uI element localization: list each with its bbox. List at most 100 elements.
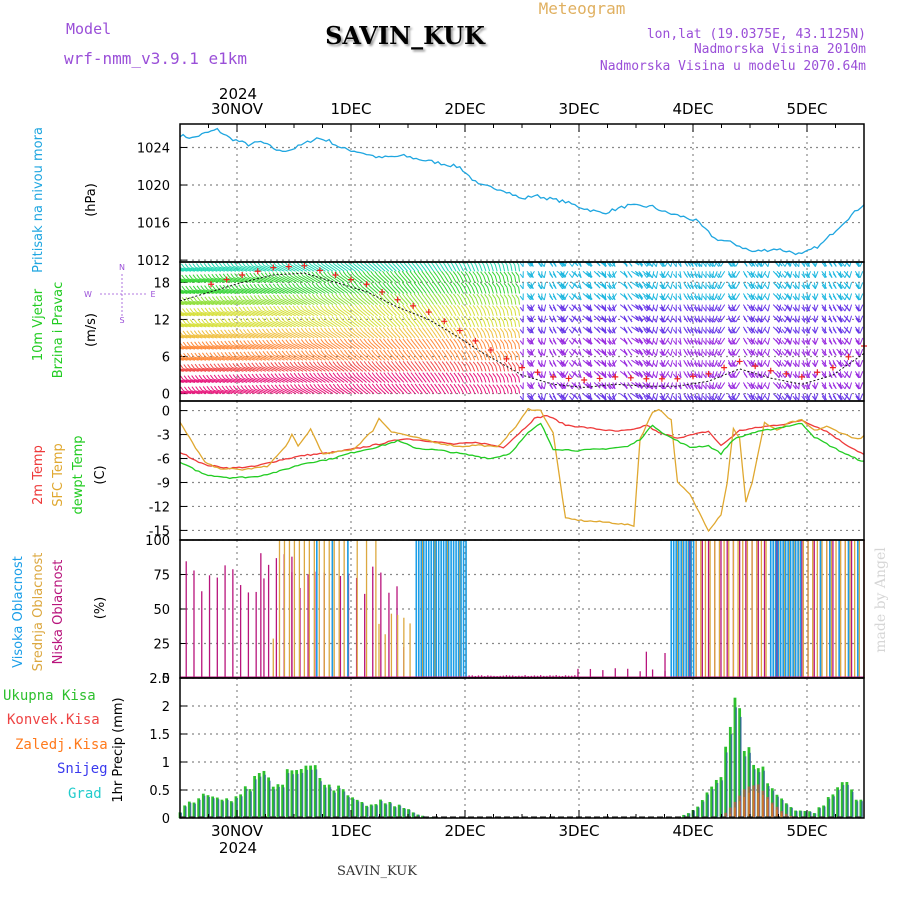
product-title: Meteogram bbox=[539, 0, 626, 18]
precip-freezing-bar bbox=[757, 793, 759, 818]
top-day-label-5: 5DEC bbox=[786, 100, 827, 118]
precip-snow-bar bbox=[367, 807, 369, 818]
precip-snow-bar bbox=[857, 801, 859, 818]
precip-ytick-label-4: 2 bbox=[162, 700, 170, 715]
credit-watermark: made by Angel bbox=[873, 547, 889, 653]
precip-snow-bar bbox=[255, 779, 257, 818]
precip-snow-bar bbox=[339, 788, 341, 818]
pressure-ytick-label-3: 1024 bbox=[137, 141, 170, 156]
precip-snow-bar bbox=[731, 734, 733, 818]
precip-snow-bar bbox=[344, 792, 346, 818]
direction-west: W bbox=[84, 290, 92, 299]
temp-unit: (C) bbox=[93, 465, 108, 484]
precip-snow-bar bbox=[838, 790, 840, 818]
precip-snow-bar bbox=[726, 752, 728, 818]
cloud-ytick-label-2: 50 bbox=[153, 603, 170, 618]
station-title: SAVIN_KUK bbox=[325, 21, 486, 50]
year-label-bottom: 2024 bbox=[219, 839, 257, 857]
temp-ylabel-dewpt: dewpt Temp bbox=[71, 435, 86, 514]
precip-snow-bar bbox=[707, 794, 709, 818]
precip-snow-bar bbox=[264, 775, 266, 818]
direction-north: N bbox=[119, 263, 125, 272]
precip-snow-bar bbox=[250, 791, 252, 818]
precip-ytick-label-5: 2.5 bbox=[149, 672, 170, 687]
precip-snow-bar bbox=[241, 796, 243, 818]
precip-snow-bar bbox=[204, 796, 206, 818]
precip-snow-bar bbox=[362, 803, 364, 818]
bottom-day-label-5: 5DEC bbox=[786, 822, 827, 840]
pressure-ytick-label-2: 1020 bbox=[137, 179, 170, 194]
precip-snow-bar bbox=[227, 800, 229, 818]
precip-freezing-bar bbox=[739, 801, 741, 818]
precip-snow-bar bbox=[852, 792, 854, 818]
precip-snow-bar bbox=[386, 804, 388, 818]
precip-legend-total: Ukupna Kisa bbox=[3, 688, 96, 704]
cloud-ylabel-high: Visoka Oblacnost bbox=[11, 556, 26, 668]
temp-ylabel-2m: 2m Temp bbox=[31, 445, 46, 505]
top-day-label-2: 2DEC bbox=[444, 100, 485, 118]
precip-snow-bar bbox=[311, 770, 313, 818]
pressure-ytick-label-0: 1012 bbox=[137, 254, 170, 269]
wind-ytick-label-3: 18 bbox=[153, 276, 170, 291]
temperature-ytick-label-0: 0 bbox=[162, 405, 170, 420]
precip-snow-bar bbox=[260, 777, 262, 818]
bottom-day-label-1: 1DEC bbox=[330, 822, 371, 840]
precip-snow-bar bbox=[833, 796, 835, 818]
wind-ylabel-1: 10m Vjetar bbox=[31, 288, 46, 361]
model-altitude-text: Nadmorska Visina u modelu 2070.64m bbox=[600, 59, 866, 74]
wind-ytick-label-0: 0 bbox=[162, 388, 170, 403]
precip-snow-bar bbox=[190, 803, 192, 818]
precip-freezing-bar bbox=[744, 797, 746, 818]
pressure-ylabel: Pritisak na nivou mora bbox=[31, 127, 46, 273]
precip-snow-bar bbox=[246, 789, 248, 818]
precip-ytick-label-3: 1.5 bbox=[149, 728, 170, 743]
top-day-label-1: 1DEC bbox=[330, 100, 371, 118]
precip-snow-bar bbox=[325, 787, 327, 818]
precip-snow-bar bbox=[274, 789, 276, 818]
precip-snow-bar bbox=[721, 780, 723, 818]
precip-snow-bar bbox=[316, 769, 318, 818]
precip-legend-freezing: Zaledj.Kisa bbox=[15, 737, 108, 753]
precip-ytick-label-1: 0.5 bbox=[149, 784, 170, 799]
precip-snow-bar bbox=[292, 774, 294, 818]
precip-snow-bar bbox=[232, 803, 234, 818]
altitude-text: Nadmorska Visina 2010m bbox=[694, 42, 866, 57]
precip-snow-bar bbox=[376, 805, 378, 818]
precip-snow-bar bbox=[297, 774, 299, 818]
precip-snow-bar bbox=[218, 799, 220, 818]
precip-snow-bar bbox=[348, 797, 350, 818]
bottom-day-label-0: 30NOV bbox=[211, 822, 264, 840]
wind-ytick-label-1: 6 bbox=[162, 351, 170, 366]
temperature-ytick-label-2: -6 bbox=[157, 453, 170, 468]
precip-snow-bar bbox=[194, 804, 196, 818]
precip-snow-bar bbox=[306, 770, 308, 818]
precip-snow-bar bbox=[278, 787, 280, 818]
precip-snow-bar bbox=[735, 707, 737, 818]
cloud-unit: (%) bbox=[93, 597, 108, 620]
precip-snow-bar bbox=[395, 807, 397, 818]
precip-snow-bar bbox=[717, 783, 719, 818]
precip-ytick-label-0: 0 bbox=[162, 812, 170, 827]
wind-ytick-label-2: 12 bbox=[153, 313, 170, 328]
footer-station: SAVIN_KUK bbox=[337, 864, 417, 879]
precip-snow-bar bbox=[381, 801, 383, 818]
bottom-day-label-3: 3DEC bbox=[558, 822, 599, 840]
precip-snow-bar bbox=[269, 781, 271, 818]
precip-freezing-bar bbox=[781, 813, 783, 818]
precip-snow-bar bbox=[213, 798, 215, 818]
precip-snow-bar bbox=[302, 773, 304, 818]
precip-snow-bar bbox=[320, 781, 322, 818]
direction-south: S bbox=[119, 316, 124, 325]
precip-snow-bar bbox=[824, 806, 826, 818]
precip-freezing-bar bbox=[762, 795, 764, 818]
precip-ytick-label-2: 1 bbox=[162, 756, 170, 771]
precip-snow-bar bbox=[847, 785, 849, 818]
model-label: Model bbox=[66, 20, 111, 38]
precip-snow-bar bbox=[330, 787, 332, 818]
precip-snow-bar bbox=[222, 801, 224, 818]
precip-freezing-bar bbox=[771, 804, 773, 818]
bottom-day-label-4: 4DEC bbox=[672, 822, 713, 840]
temperature-ytick-label-1: -3 bbox=[157, 429, 170, 444]
